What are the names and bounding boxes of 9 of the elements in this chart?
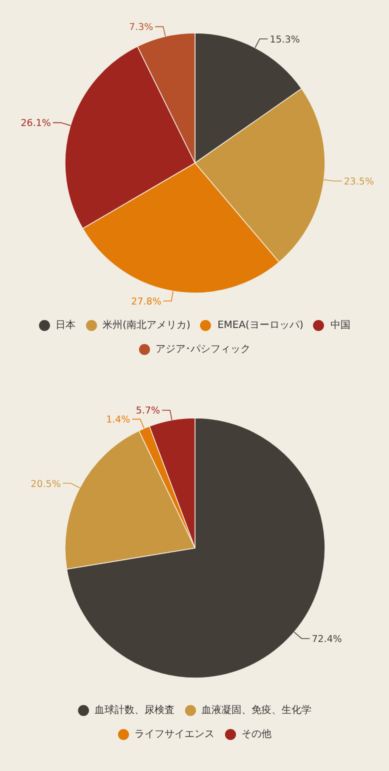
legend-label: 米州(南北アメリカ) bbox=[102, 318, 190, 332]
legend-label: 日本 bbox=[56, 318, 76, 332]
legend-label: ライフサイエンス bbox=[134, 728, 214, 741]
legend-label: その他 bbox=[242, 728, 272, 741]
legend-label: EMEA(ヨーロッパ) bbox=[217, 319, 304, 332]
legend-label: 中国 bbox=[330, 318, 350, 332]
legend-label: 血液凝固、免疫、生化学 bbox=[202, 704, 312, 717]
legend-label: 血球計数、尿検査 bbox=[94, 704, 174, 717]
legend-label: アジア･パシフィック bbox=[156, 343, 250, 356]
